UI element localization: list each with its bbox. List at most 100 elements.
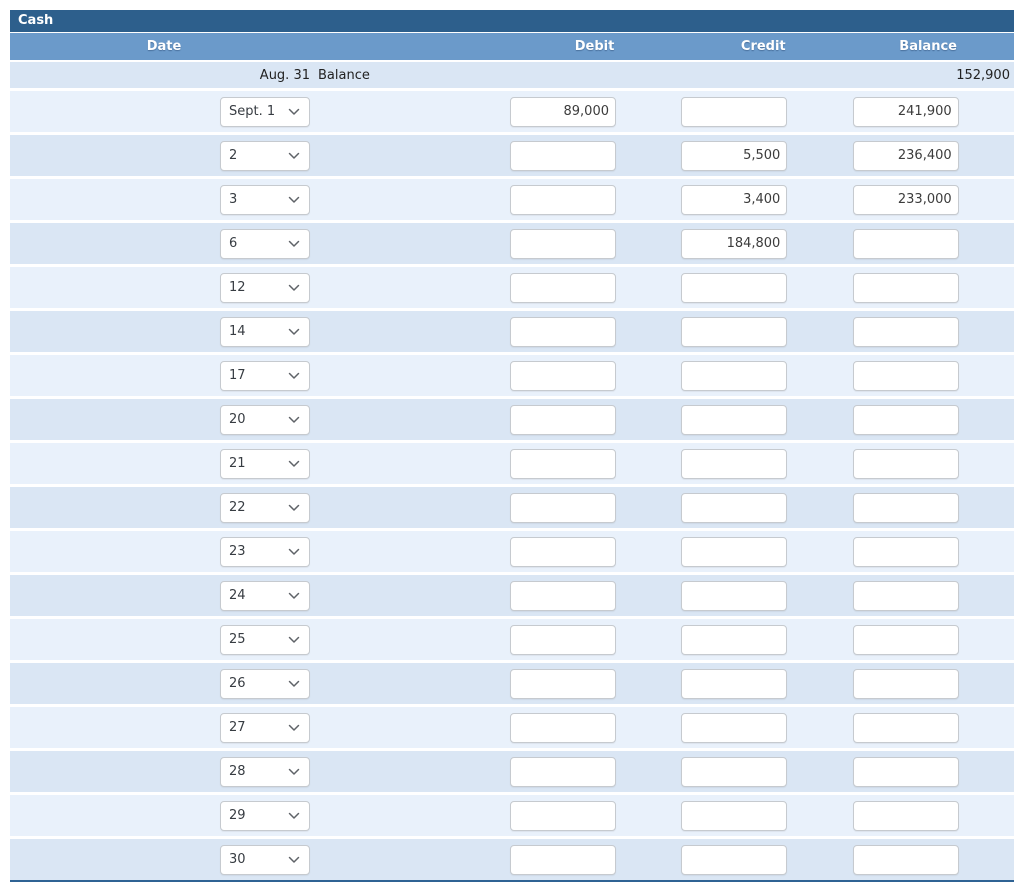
credit-input[interactable] [681, 844, 788, 875]
credit-input[interactable] [681, 800, 788, 831]
debit-input[interactable] [510, 712, 616, 743]
date-cell: 12 [10, 267, 500, 308]
credit-input[interactable] [681, 404, 788, 435]
debit-input[interactable] [510, 536, 616, 567]
debit-input[interactable] [510, 228, 616, 259]
credit-cell [671, 184, 842, 215]
balance-input[interactable] [852, 272, 959, 303]
date-select-value: Sept. 1 [229, 104, 276, 119]
debit-input[interactable] [510, 448, 616, 479]
debit-input[interactable] [510, 580, 616, 611]
credit-input[interactable] [681, 668, 788, 699]
date-select[interactable]: 29 [220, 800, 310, 831]
date-select[interactable]: 30 [220, 844, 310, 875]
credit-input[interactable] [681, 624, 788, 655]
balance-cell [843, 492, 1014, 523]
credit-input[interactable] [681, 580, 788, 611]
credit-input[interactable] [681, 536, 788, 567]
balance-cell [843, 184, 1014, 215]
balance-input[interactable] [852, 756, 959, 787]
date-slot: 28 [10, 756, 310, 787]
date-select-value: 30 [229, 852, 246, 867]
debit-input[interactable] [510, 272, 616, 303]
debit-cell [500, 800, 671, 831]
balance-input[interactable] [852, 140, 959, 171]
debit-input[interactable] [510, 492, 616, 523]
balance-input[interactable] [852, 184, 959, 215]
balance-input[interactable] [852, 360, 959, 391]
credit-input[interactable] [681, 272, 788, 303]
ledger-row: 29 [10, 792, 1014, 836]
balance-cell [843, 272, 1014, 303]
date-cell: 30 [10, 839, 500, 880]
balance-input[interactable] [852, 228, 959, 259]
credit-cell [671, 96, 842, 127]
credit-cell [671, 492, 842, 523]
balance-input[interactable] [852, 800, 959, 831]
chevron-down-icon [288, 812, 300, 820]
credit-input[interactable] [681, 228, 788, 259]
date-select[interactable]: 26 [220, 668, 310, 699]
debit-input[interactable] [510, 668, 616, 699]
chevron-down-icon [288, 548, 300, 556]
credit-cell [671, 580, 842, 611]
balance-input[interactable] [852, 316, 959, 347]
debit-input[interactable] [510, 844, 616, 875]
date-select[interactable]: 25 [220, 624, 310, 655]
date-select[interactable]: 23 [220, 536, 310, 567]
balance-input[interactable] [852, 844, 959, 875]
credit-input[interactable] [681, 448, 788, 479]
date-select-value: 29 [229, 808, 246, 823]
account-title-bar: Cash [10, 10, 1014, 32]
date-select[interactable]: 12 [220, 272, 310, 303]
balance-input[interactable] [852, 624, 959, 655]
date-select[interactable]: Sept. 1 [220, 96, 310, 127]
date-select[interactable]: 3 [220, 184, 310, 215]
debit-input[interactable] [510, 140, 616, 171]
credit-input[interactable] [681, 712, 788, 743]
debit-input[interactable] [510, 624, 616, 655]
date-select[interactable]: 17 [220, 360, 310, 391]
balance-input[interactable] [852, 404, 959, 435]
credit-input[interactable] [681, 492, 788, 523]
credit-cell [671, 272, 842, 303]
balance-input[interactable] [852, 580, 959, 611]
credit-cell [671, 536, 842, 567]
account-title: Cash [18, 13, 54, 28]
column-header-credit: Credit [740, 39, 786, 54]
debit-input[interactable] [510, 184, 616, 215]
debit-input[interactable] [510, 360, 616, 391]
balance-cell [843, 140, 1014, 171]
date-select[interactable]: 22 [220, 492, 310, 523]
date-select[interactable]: 6 [220, 228, 310, 259]
date-select[interactable]: 27 [220, 712, 310, 743]
date-select-value: 25 [229, 632, 246, 647]
credit-input[interactable] [681, 360, 788, 391]
debit-input[interactable] [510, 316, 616, 347]
balance-input[interactable] [852, 448, 959, 479]
credit-input[interactable] [681, 96, 788, 127]
credit-input[interactable] [681, 316, 788, 347]
credit-input[interactable] [681, 184, 788, 215]
date-select[interactable]: 24 [220, 580, 310, 611]
date-select[interactable]: 2 [220, 140, 310, 171]
balance-input[interactable] [852, 712, 959, 743]
credit-cell [671, 140, 842, 171]
balance-input[interactable] [852, 668, 959, 699]
balance-input[interactable] [852, 492, 959, 523]
date-select[interactable]: 14 [220, 316, 310, 347]
debit-input[interactable] [510, 756, 616, 787]
credit-input[interactable] [681, 756, 788, 787]
date-select[interactable]: 20 [220, 404, 310, 435]
chevron-down-icon [288, 592, 300, 600]
date-select[interactable]: 28 [220, 756, 310, 787]
debit-input[interactable] [510, 800, 616, 831]
debit-input[interactable] [510, 96, 616, 127]
credit-input[interactable] [681, 140, 788, 171]
credit-cell [671, 624, 842, 655]
date-select-value: 17 [229, 368, 246, 383]
balance-input[interactable] [852, 536, 959, 567]
debit-input[interactable] [510, 404, 616, 435]
date-select[interactable]: 21 [220, 448, 310, 479]
balance-input[interactable] [852, 96, 959, 127]
